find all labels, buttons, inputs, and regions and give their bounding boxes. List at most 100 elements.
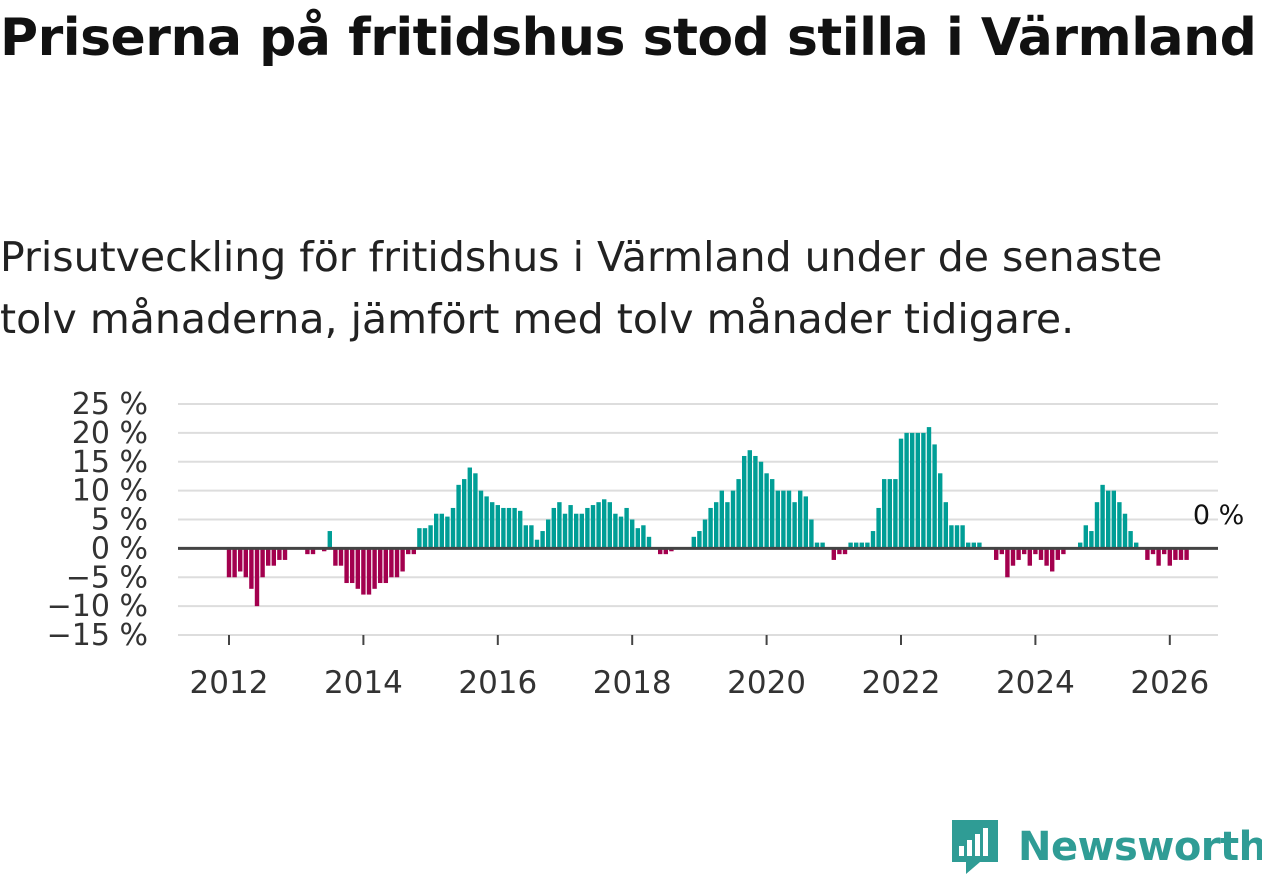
bar: [876, 507, 881, 549]
bar: [568, 505, 573, 549]
bar: [310, 548, 316, 555]
bar: [243, 548, 248, 578]
bar: [820, 542, 825, 549]
bar: [865, 542, 870, 549]
bar: [792, 502, 797, 549]
bar: [305, 548, 310, 555]
bar: [266, 548, 271, 566]
bar: [708, 507, 713, 549]
bar: [1106, 490, 1111, 549]
bar: [232, 548, 237, 578]
bar: [831, 548, 836, 560]
bar: [529, 525, 534, 549]
bar: [775, 490, 780, 549]
x-tick-label: 2018: [593, 665, 672, 701]
bar: [725, 502, 730, 549]
brand-name: Newsworthy: [1018, 824, 1262, 870]
bar: [1117, 502, 1122, 549]
bar: [870, 531, 876, 549]
y-tick-label: 15 %: [72, 445, 148, 480]
bar: [926, 427, 932, 549]
bar: [960, 525, 965, 549]
bar: [859, 542, 864, 549]
bar: [574, 513, 579, 549]
bar: [534, 539, 540, 549]
newsworthy-logo: Newsworthy: [950, 818, 1262, 876]
bar: [882, 479, 887, 549]
bar: [467, 467, 472, 549]
bar: [590, 505, 596, 549]
bar: [546, 519, 551, 549]
bar: [562, 513, 568, 549]
bar: [1022, 548, 1027, 555]
bar: [462, 479, 467, 549]
bar: [921, 432, 926, 549]
bar: [1150, 548, 1156, 555]
bar: [277, 548, 282, 560]
x-tick-label: 2022: [862, 665, 941, 701]
bar: [1027, 548, 1032, 566]
bar: [445, 516, 450, 549]
bar: [842, 548, 848, 555]
bar: [422, 528, 428, 549]
bar: [344, 548, 349, 584]
bar: [260, 548, 265, 578]
bar: [747, 450, 752, 549]
bar: [1050, 548, 1055, 572]
bar: [803, 496, 808, 549]
bar: [1010, 548, 1016, 566]
bar: [697, 531, 702, 549]
bar: [764, 473, 769, 549]
bar: [736, 479, 741, 549]
bar: [383, 548, 388, 584]
bar: [691, 536, 696, 549]
bar: [977, 542, 982, 549]
bar: [238, 548, 243, 572]
bar: [1038, 548, 1044, 560]
bar: [954, 525, 960, 549]
bar: [1111, 490, 1116, 549]
bar: [249, 548, 254, 589]
bar: [786, 490, 792, 549]
bar: [478, 490, 484, 549]
bar: [1100, 484, 1105, 549]
bar: [450, 507, 456, 549]
bar: [602, 499, 607, 549]
bar: [758, 461, 764, 549]
bar: [1156, 548, 1161, 566]
bar: [630, 519, 635, 549]
bar: [770, 479, 775, 549]
y-tick-label: 5 %: [91, 503, 148, 538]
bar: [624, 507, 629, 549]
bar: [557, 502, 562, 549]
bar: [434, 513, 439, 549]
bar: [456, 484, 461, 549]
bar: [1167, 548, 1172, 566]
bar: [1016, 548, 1021, 560]
bar: [1128, 531, 1133, 549]
bar: [994, 548, 999, 560]
bar: [1184, 548, 1189, 560]
bar: [641, 525, 646, 549]
bar: [439, 513, 444, 549]
bar: [596, 502, 601, 549]
x-tick-label: 2020: [727, 665, 806, 701]
bar: [282, 548, 288, 560]
bar: [523, 525, 528, 549]
bar: [1162, 548, 1167, 555]
bar: [355, 548, 360, 589]
bar: [506, 507, 512, 549]
bar: [932, 444, 937, 549]
bar: [372, 548, 377, 589]
bar: [613, 513, 618, 549]
bar: [1134, 542, 1139, 549]
bar: [635, 528, 640, 549]
latest-value-label: 0 %: [1193, 500, 1244, 531]
bar: [579, 513, 584, 549]
bar: [971, 542, 976, 549]
bar: [887, 479, 892, 549]
bar: [484, 496, 489, 549]
x-tick-label: 2016: [458, 665, 537, 701]
bar: [394, 548, 400, 578]
bar: [338, 548, 344, 566]
